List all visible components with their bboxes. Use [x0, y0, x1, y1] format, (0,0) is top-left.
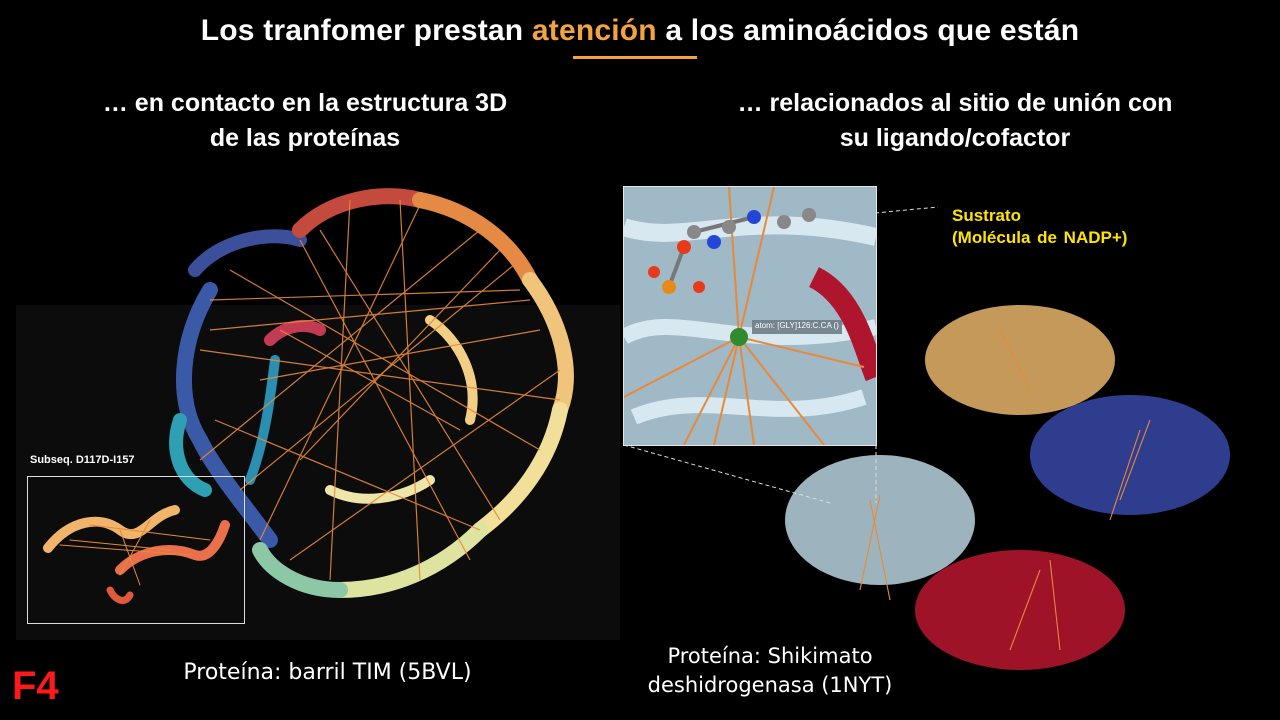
- binding-site-zoom: atom: [GLY]126:C.CA (): [623, 186, 877, 446]
- right-caption-line2: deshidrogenasa (1NYT): [647, 673, 893, 697]
- subsequence-label: Subseq. D117D-I157: [30, 454, 135, 466]
- selected-atom-marker: [730, 328, 748, 346]
- left-subtitle-line2: de las proteínas: [209, 124, 401, 152]
- atom-label: atom: [GLY]126:C.CA (): [755, 321, 839, 330]
- left-caption: Proteína: barril TIM (5BVL): [183, 660, 472, 685]
- highlight-underline: [573, 56, 697, 59]
- nadp-molecule: [648, 208, 816, 294]
- substrate-line2: (Molécula de NADP+): [952, 228, 1128, 247]
- title-text-after: a los aminoácidos que están: [656, 14, 1080, 47]
- tim-barrel-attention-lines: [199, 199, 561, 581]
- right-subtitle-line2: su ligando/cofactor: [839, 124, 1071, 152]
- left-subtitle-line1: … en contacto en la estructura 3D: [102, 89, 508, 117]
- right-caption: Proteína: Shikimato deshidrogenasa (1NYT…: [640, 642, 900, 700]
- right-subtitle-line1: … relacionados al sitio de unión con: [737, 89, 1173, 117]
- slide-tag: F4: [12, 664, 59, 708]
- substrate-label: Sustrato (Molécula de NADP+): [952, 205, 1127, 249]
- tim-barrel-structure: [169, 188, 574, 598]
- title-text-before: Los tranfomer prestan: [200, 14, 532, 47]
- right-caption-line1: Proteína: Shikimato: [667, 644, 873, 668]
- subsequence-inset: [27, 476, 245, 624]
- zoom-graphics: [624, 187, 876, 445]
- zoom-connectors: [623, 206, 939, 504]
- page-title: Los tranfomer prestan atención a los ami…: [0, 14, 1280, 48]
- title-highlight: atención: [531, 14, 657, 47]
- substrate-line1: Sustrato: [952, 206, 1021, 225]
- left-subtitle: … en contacto en la estructura 3D de las…: [60, 86, 550, 156]
- subsequence-structure: [43, 505, 230, 604]
- shikimate-dehydrogenase-structure: [785, 305, 1230, 670]
- right-subtitle: … relacionados al sitio de unión con su …: [690, 86, 1220, 156]
